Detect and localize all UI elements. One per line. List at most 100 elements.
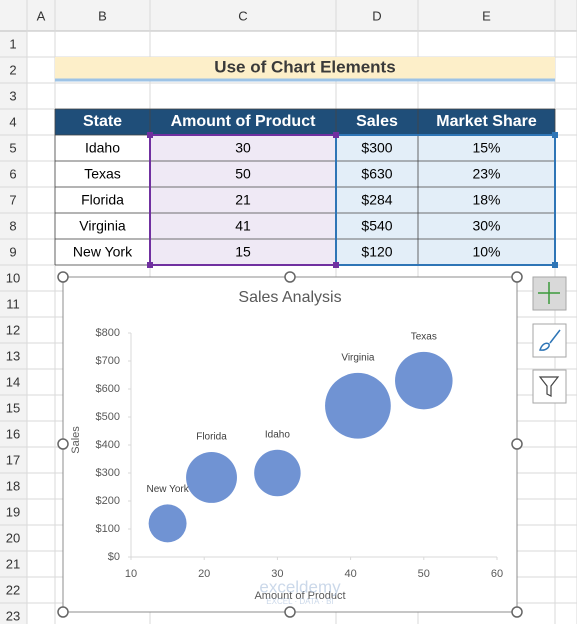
selection-handle: [333, 132, 339, 138]
cell-fill: [418, 135, 555, 161]
table-cell: 41: [235, 218, 251, 234]
table-cell: 50: [235, 166, 251, 182]
cell-fill: [150, 161, 336, 187]
watermark-tagline: EXCEL · DATA · BI: [266, 597, 333, 606]
column-header: C: [238, 8, 247, 23]
selection-handle: [552, 132, 558, 138]
column-header: B: [98, 8, 107, 23]
x-tick-label: 20: [198, 568, 210, 580]
selection-handle: [333, 262, 339, 268]
table-cell: 10%: [472, 244, 500, 260]
row-header: 6: [9, 166, 16, 181]
row-header: 14: [6, 374, 20, 389]
x-axis-label: Amount of Product: [254, 590, 345, 602]
row-header: 13: [6, 348, 20, 363]
cell-fill: [418, 213, 555, 239]
bubble: [325, 372, 391, 439]
row-header: 23: [6, 608, 20, 623]
x-tick-label: 60: [491, 568, 503, 580]
row-header: 4: [9, 114, 16, 129]
column-header: A: [37, 8, 46, 23]
chart-handle[interactable]: [57, 438, 69, 450]
filter-icon: [538, 376, 560, 397]
table-cell: Virginia: [79, 218, 126, 234]
cell-fill: [418, 161, 555, 187]
row-header: 17: [6, 452, 20, 467]
title-cell: [55, 57, 555, 79]
row-header: 16: [6, 426, 20, 441]
y-tick-label: $700: [96, 355, 120, 367]
table-cell: 15: [235, 244, 251, 260]
row-header: 3: [9, 88, 16, 103]
chart-title: Sales Analysis: [238, 289, 341, 306]
row-header: 11: [6, 296, 20, 311]
row-header: 15: [6, 400, 20, 415]
column-header: E: [482, 8, 491, 23]
table-cell: Idaho: [85, 140, 120, 156]
table-cell: 30%: [472, 218, 500, 234]
chart-handle[interactable]: [57, 606, 69, 618]
watermark-name: exceldemy: [259, 577, 341, 596]
y-tick-label: $300: [96, 467, 120, 479]
plus-icon: [538, 282, 560, 304]
table-cell: 23%: [472, 166, 500, 182]
table-header-cell: State: [83, 113, 122, 130]
table-header-fill: [55, 109, 555, 135]
chart-filters-button[interactable]: [532, 369, 567, 404]
table-cell: 15%: [472, 140, 500, 156]
selection-values: [335, 134, 556, 266]
selection-handle: [147, 262, 153, 268]
data-label: Idaho: [265, 429, 290, 440]
column-header-bar: [0, 0, 577, 31]
x-tick-label: 40: [344, 568, 356, 580]
y-tick-label: $800: [96, 327, 120, 339]
cell-fill: [150, 213, 336, 239]
chart-handle[interactable]: [284, 271, 296, 283]
table-cell: Texas: [84, 166, 121, 182]
x-tick-label: 10: [125, 568, 137, 580]
table-cell: New York: [73, 244, 133, 260]
x-tick-label: 30: [271, 568, 283, 580]
cell-fill: [336, 239, 418, 265]
x-tick-label: 50: [418, 568, 430, 580]
row-header: 18: [6, 478, 20, 493]
y-axis-label: Sales: [70, 426, 82, 454]
table-cell: 18%: [472, 192, 500, 208]
row-header: 7: [9, 192, 16, 207]
chart-handle[interactable]: [284, 606, 296, 618]
row-header: 1: [9, 36, 16, 51]
data-label: New York: [146, 484, 189, 495]
chart-area: [62, 276, 518, 613]
table-cell: 21: [235, 192, 251, 208]
row-header: 9: [9, 244, 16, 259]
table-header-cell: Sales: [356, 113, 398, 130]
y-tick-label: $600: [96, 383, 120, 395]
data-label: Virginia: [341, 353, 375, 364]
cell-fill: [336, 187, 418, 213]
row-header: 22: [6, 582, 20, 597]
table-cell: $630: [361, 166, 392, 182]
table-header-cell: Amount of Product: [171, 113, 317, 130]
cell-fill: [336, 213, 418, 239]
row-header: 19: [6, 504, 20, 519]
cell-fill: [336, 161, 418, 187]
data-label: Texas: [411, 331, 437, 342]
row-header: 8: [9, 218, 16, 233]
column-header: D: [372, 8, 381, 23]
chart-styles-button[interactable]: [532, 323, 567, 358]
row-header: 2: [9, 62, 16, 77]
chart-handle[interactable]: [57, 271, 69, 283]
table-cell: $300: [361, 140, 392, 156]
selection-handle: [552, 262, 558, 268]
y-tick-label: $200: [96, 495, 120, 507]
bubble: [254, 449, 301, 497]
y-tick-label: $400: [96, 439, 120, 451]
y-tick-label: $100: [96, 523, 120, 535]
table-cell: $540: [361, 218, 392, 234]
chart-handle[interactable]: [511, 606, 523, 618]
data-label: Florida: [196, 432, 227, 443]
cell-fill: [150, 135, 336, 161]
chart-handle[interactable]: [511, 438, 523, 450]
chart-handle[interactable]: [511, 271, 523, 283]
